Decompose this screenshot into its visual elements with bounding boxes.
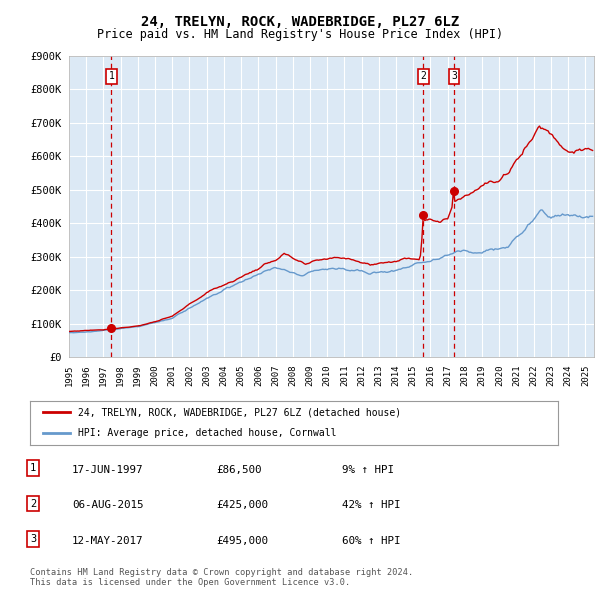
Text: £495,000: £495,000 bbox=[216, 536, 268, 546]
Text: £86,500: £86,500 bbox=[216, 465, 262, 475]
Text: 9% ↑ HPI: 9% ↑ HPI bbox=[342, 465, 394, 475]
Text: 06-AUG-2015: 06-AUG-2015 bbox=[72, 500, 143, 510]
Text: 12-MAY-2017: 12-MAY-2017 bbox=[72, 536, 143, 546]
Text: 42% ↑ HPI: 42% ↑ HPI bbox=[342, 500, 401, 510]
Text: 3: 3 bbox=[30, 534, 36, 544]
Text: 1: 1 bbox=[109, 71, 114, 81]
Text: 2: 2 bbox=[30, 499, 36, 509]
Text: 2: 2 bbox=[421, 71, 427, 81]
Text: 60% ↑ HPI: 60% ↑ HPI bbox=[342, 536, 401, 546]
Text: 24, TRELYN, ROCK, WADEBRIDGE, PL27 6LZ: 24, TRELYN, ROCK, WADEBRIDGE, PL27 6LZ bbox=[141, 15, 459, 29]
Text: Contains HM Land Registry data © Crown copyright and database right 2024.
This d: Contains HM Land Registry data © Crown c… bbox=[30, 568, 413, 587]
Text: Price paid vs. HM Land Registry's House Price Index (HPI): Price paid vs. HM Land Registry's House … bbox=[97, 28, 503, 41]
Text: 17-JUN-1997: 17-JUN-1997 bbox=[72, 465, 143, 475]
Text: 3: 3 bbox=[451, 71, 457, 81]
Text: 1: 1 bbox=[30, 463, 36, 473]
Text: 24, TRELYN, ROCK, WADEBRIDGE, PL27 6LZ (detached house): 24, TRELYN, ROCK, WADEBRIDGE, PL27 6LZ (… bbox=[77, 407, 401, 417]
Text: £425,000: £425,000 bbox=[216, 500, 268, 510]
Text: HPI: Average price, detached house, Cornwall: HPI: Average price, detached house, Corn… bbox=[77, 428, 336, 438]
